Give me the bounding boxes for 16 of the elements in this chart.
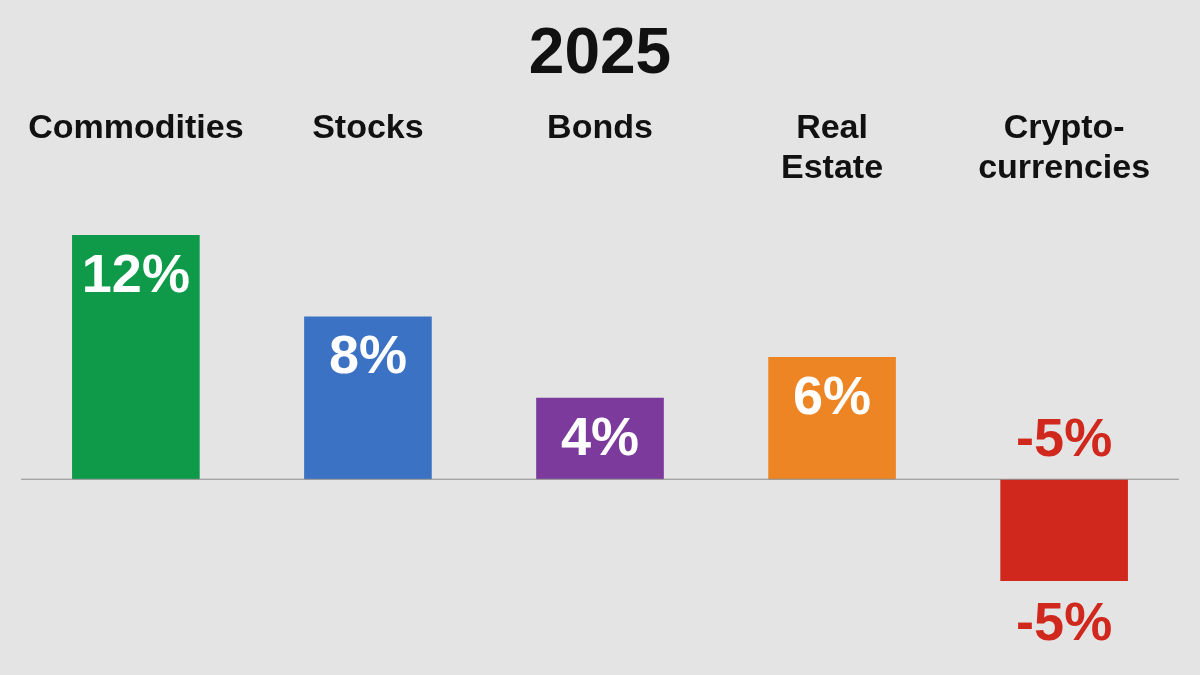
chart-title: 2025	[528, 15, 672, 87]
data-label: 12%	[81, 243, 190, 303]
data-label: 4%	[560, 405, 640, 466]
x-tick-label: Bonds	[547, 106, 653, 145]
data-label: 8%	[328, 324, 407, 385]
data-label: 6%	[793, 365, 872, 426]
x-tick-label: Real Estate	[781, 106, 884, 185]
bar	[72, 235, 200, 480]
data-label: -5%	[1016, 591, 1113, 651]
x-tick-label: Crypto-currencies	[978, 106, 1151, 185]
x-tick-label: Commodities	[28, 106, 244, 145]
bar	[1000, 479, 1128, 581]
bar	[768, 357, 896, 480]
bar	[304, 316, 432, 480]
x-tick-label: Stocks	[312, 106, 424, 145]
annotation: -5%	[1016, 407, 1113, 468]
